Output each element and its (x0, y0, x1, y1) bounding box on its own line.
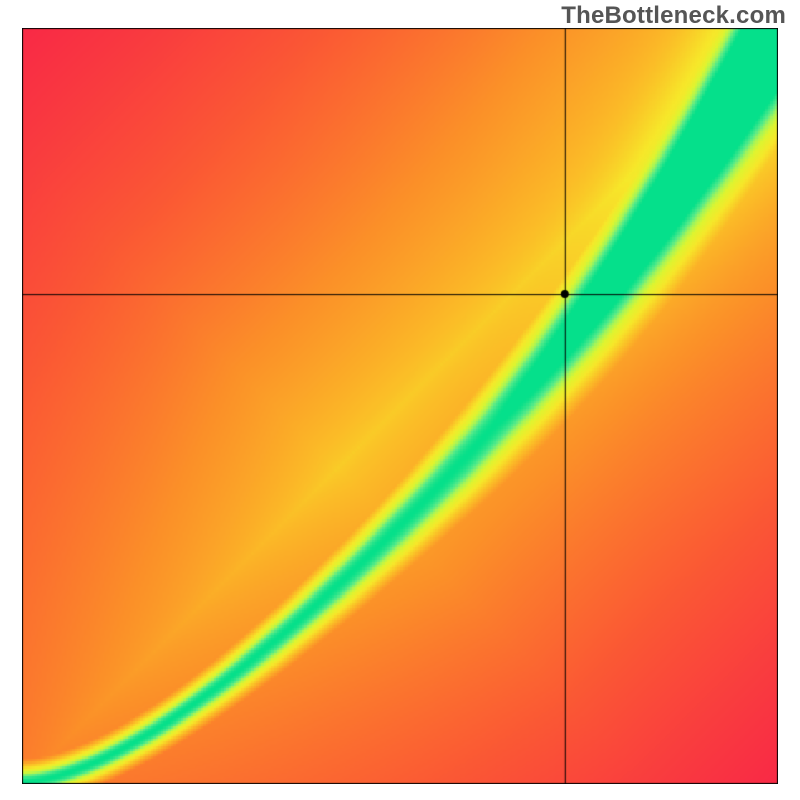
watermark-text: TheBottleneck.com (561, 2, 786, 30)
plot-area (22, 28, 778, 784)
heatmap-canvas (22, 28, 778, 784)
heatmap-figure: TheBottleneck.com (0, 0, 800, 800)
